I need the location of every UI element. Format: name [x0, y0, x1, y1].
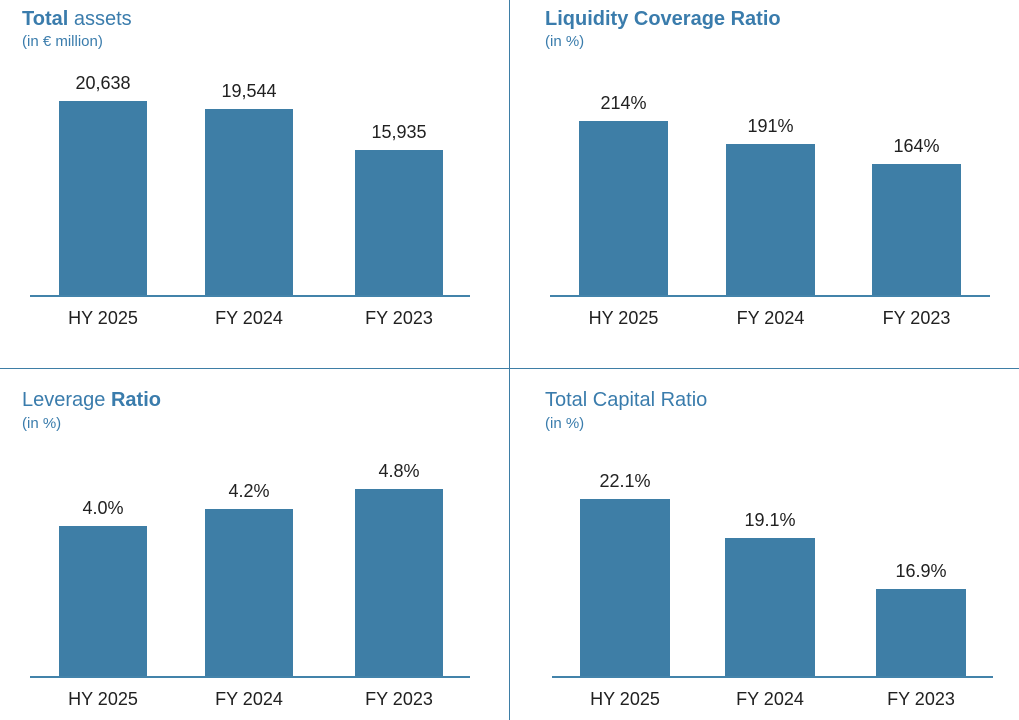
bar-fy-2023 — [355, 150, 443, 295]
x-tick-fy-2023: FY 2023 — [365, 308, 433, 328]
chart-leverage-ratio: Leverage Ratio (in %) 4.0% HY 2025 4.2% FY … — [0, 369, 510, 720]
x-tick-hy-2025: HY 2025 — [590, 689, 660, 709]
chart-title: Liquidity Coverage Ratio — [545, 7, 781, 32]
x-tick-fy-2023: FY 2023 — [882, 308, 951, 328]
x-tick-fy-2024: FY 2024 — [736, 689, 804, 709]
chart-title-run: Total — [22, 8, 69, 30]
bar-fy-2023 — [355, 489, 443, 677]
chart-subtitle: (in %) — [545, 415, 585, 432]
x-axis-line — [552, 676, 993, 678]
x-axis-line — [30, 295, 470, 297]
chart-liquidity-coverage-ratio: Liquidity Coverage Ratio (in %) 214% HY 2… — [510, 0, 1019, 369]
chart-total-capital-ratio: Total Capital Ratio (in %) 22.1% HY 2025 1… — [510, 369, 1019, 720]
chart-title-run: Ratio — [110, 389, 161, 411]
chart-title: Total Capital Ratio — [545, 388, 707, 413]
x-tick-hy-2025: HY 2025 — [588, 308, 659, 328]
bar-fy-2023 — [876, 589, 966, 677]
bar-value-label: 191% — [747, 116, 794, 137]
bar-value-label: 164% — [893, 136, 940, 157]
bar-fy-2023 — [872, 164, 961, 295]
chart-title: Total assets — [22, 7, 132, 32]
bar-fy-2024 — [205, 509, 293, 677]
x-tick-fy-2024: FY 2024 — [215, 689, 283, 709]
chart-subtitle: (in %) — [545, 33, 585, 50]
x-tick-hy-2025: HY 2025 — [68, 689, 138, 709]
bar-value-label: 214% — [600, 93, 647, 114]
chart-title-run: assets — [68, 8, 132, 30]
chart-subtitle: (in %) — [22, 415, 62, 432]
x-tick-fy-2023: FY 2023 — [365, 689, 433, 709]
chart-title-run: Leverage — [22, 389, 111, 411]
chart-title: Leverage Ratio — [22, 388, 161, 413]
bar-value-label: 4.0% — [82, 498, 124, 519]
bar-value-label: 19,544 — [221, 81, 277, 102]
bar-hy-2025 — [59, 101, 147, 295]
bar-value-label: 4.2% — [228, 481, 270, 502]
bar-value-label: 22.1% — [599, 471, 651, 492]
bar-fy-2024 — [205, 109, 293, 295]
x-tick-fy-2024: FY 2024 — [736, 308, 805, 328]
bar-fy-2024 — [726, 144, 815, 295]
bar-value-label: 15,935 — [371, 122, 427, 143]
bar-hy-2025 — [579, 121, 668, 295]
x-axis-line — [550, 295, 990, 297]
x-tick-hy-2025: HY 2025 — [68, 308, 138, 328]
bar-value-label: 16.9% — [895, 561, 947, 582]
x-tick-fy-2023: FY 2023 — [887, 689, 955, 709]
bar-hy-2025 — [59, 526, 147, 677]
bar-value-label: 19.1% — [744, 510, 796, 531]
bar-fy-2024 — [725, 538, 815, 677]
chart-title-run: Total Capital Ratio — [545, 389, 708, 411]
x-axis-line — [30, 676, 470, 678]
bar-value-label: 4.8% — [378, 461, 420, 482]
bar-value-label: 20,638 — [75, 73, 131, 94]
bar-hy-2025 — [580, 499, 670, 677]
chart-subtitle: (in € million) — [22, 33, 103, 50]
x-tick-fy-2024: FY 2024 — [215, 308, 283, 328]
chart-total-assets: Total assets (in € million) 20,638 HY 202… — [0, 0, 510, 369]
chart-title-run: Liquidity Coverage Ratio — [545, 8, 781, 30]
